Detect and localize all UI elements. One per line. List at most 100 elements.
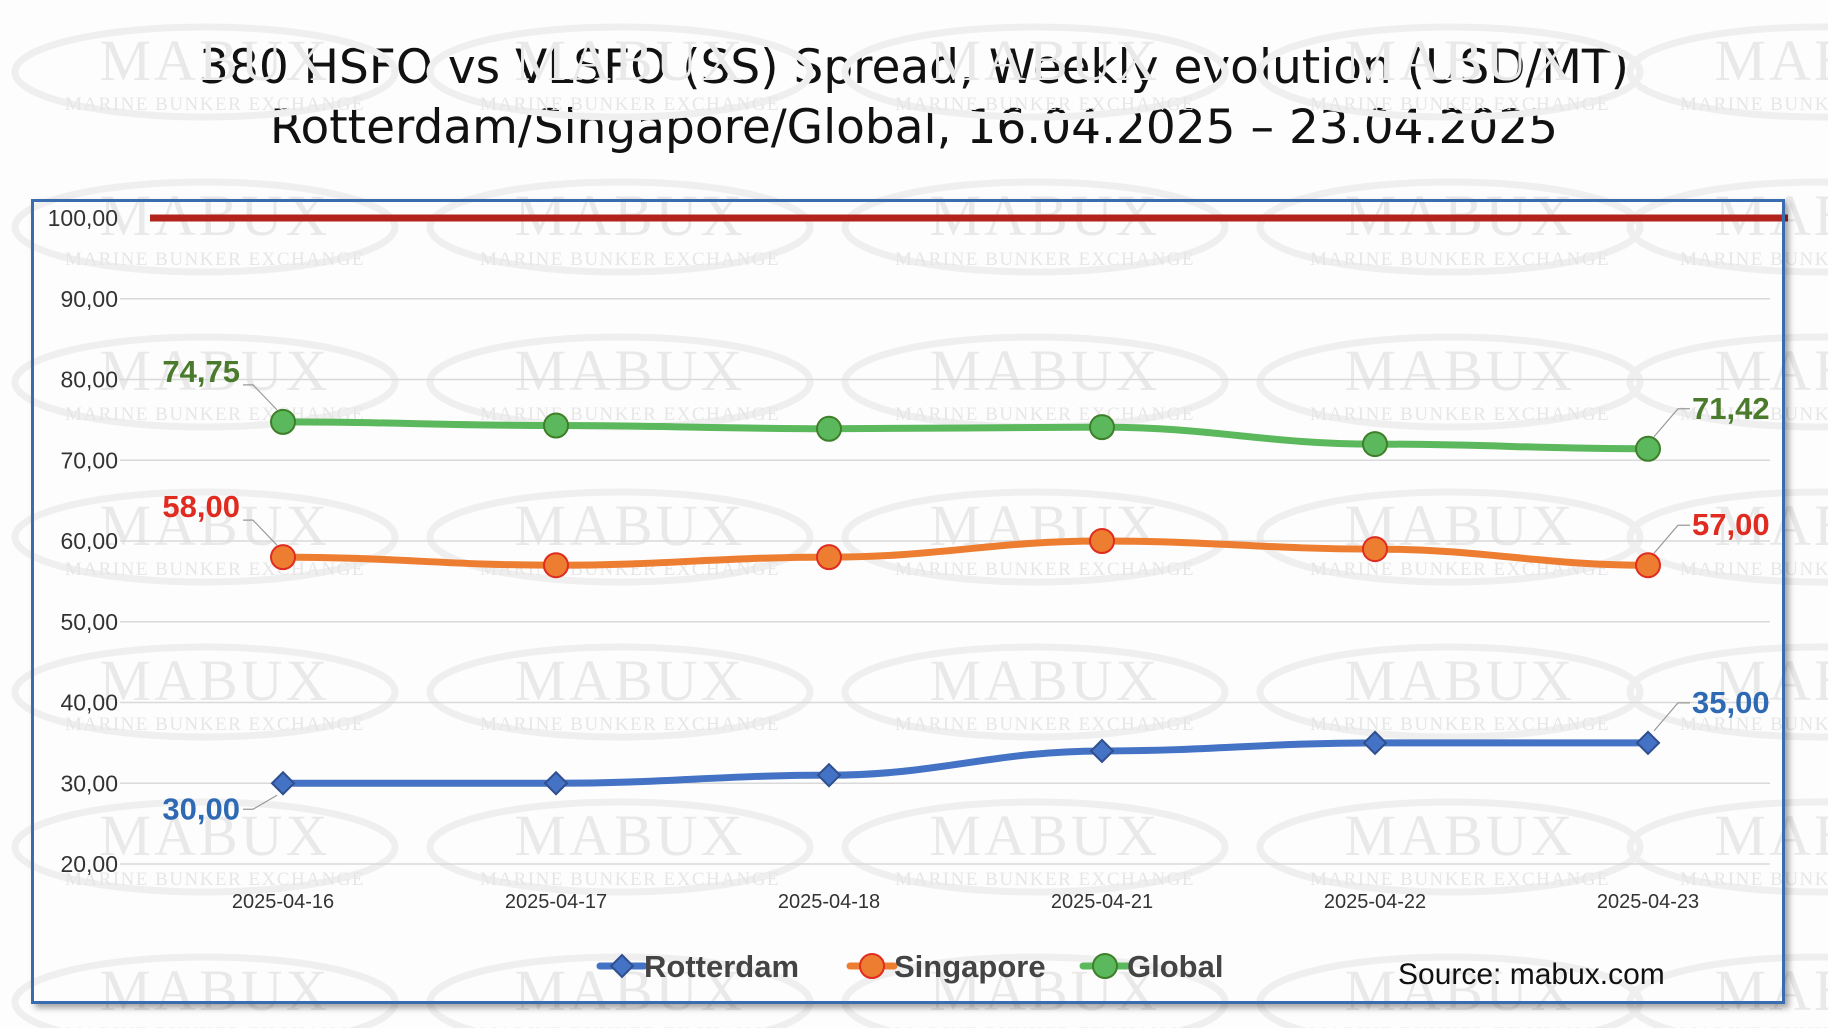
watermark-swoosh <box>11 643 399 741</box>
watermark-tagline: MARINE BUNKER EXCHANGE <box>65 1024 365 1028</box>
watermark-tagline: MARINE BUNKER EXCHANGE <box>1680 94 1828 115</box>
watermark-tagline: MARINE BUNKER EXCHANGE <box>1680 714 1828 735</box>
watermark-logo-text: MABUX <box>1715 958 1828 1023</box>
y-tick-label: 50,00 <box>60 609 118 635</box>
watermark-swoosh <box>426 178 814 276</box>
watermark-tagline: MARINE BUNKER EXCHANGE <box>1310 869 1610 890</box>
watermark-tagline: MARINE BUNKER EXCHANGE <box>1310 249 1610 270</box>
watermark-swoosh <box>1256 798 1644 896</box>
watermark-tagline: MARINE BUNKER EXCHANGE <box>1680 869 1828 890</box>
watermark-tagline: MARINE BUNKER EXCHANGE <box>1310 714 1610 735</box>
watermark-tagline: MARINE BUNKER EXCHANGE <box>895 869 1195 890</box>
watermark-logo-text: MABUX <box>1345 338 1576 403</box>
y-tick-label: 70,00 <box>60 447 118 473</box>
rotterdam-first-label-leader <box>243 794 278 810</box>
watermark-logo-text: MABUX <box>515 493 746 558</box>
watermark-swoosh <box>1256 23 1644 121</box>
source-note: Source: mabux.com <box>1398 958 1665 991</box>
singapore-first-label-leader <box>243 519 278 546</box>
singapore-point <box>543 552 569 579</box>
watermark-logo-text: MABUX <box>100 958 331 1023</box>
watermark-logo-text: MABUX <box>515 803 746 868</box>
global-point <box>270 408 296 435</box>
watermark-swoosh <box>1256 178 1644 276</box>
watermark-logo-text: MABUX <box>1715 493 1828 558</box>
watermark-swoosh <box>841 798 1229 896</box>
y-axis-ticks: 20,00 30,00 40,00 50,00 60,00 70,00 80,00 90,00… <box>48 205 118 877</box>
watermark-tagline: MARINE BUNKER EXCHANGE <box>895 1024 1195 1028</box>
global-line <box>279 418 1652 453</box>
watermark-tagline: MARINE BUNKER EXCHANGE <box>1680 404 1828 425</box>
singapore-point <box>1635 552 1661 579</box>
y-tick-label: 30,00 <box>60 770 118 796</box>
watermark-swoosh <box>1626 643 1828 741</box>
rotterdam-last-label-leader <box>1653 702 1690 732</box>
legend-global-marker <box>1092 953 1118 979</box>
watermark-tagline: MARINE BUNKER EXCHANGE <box>480 869 780 890</box>
watermark-logo-text: MABUX <box>1715 338 1828 403</box>
singapore-point <box>1362 536 1388 563</box>
global-point <box>543 412 569 439</box>
legend-singapore-label: Singapore <box>894 949 1046 984</box>
watermark-tagline: MARINE BUNKER EXCHANGE <box>895 559 1195 580</box>
y-tick-label: 60,00 <box>60 528 118 554</box>
watermark-swoosh <box>1626 333 1828 431</box>
data-labels: 30,00 35,00 58,00 57,00 74,75 71,42 <box>162 354 1769 826</box>
y-tick-label: 20,00 <box>60 851 118 877</box>
y-tick-label: 90,00 <box>60 286 118 312</box>
singapore-first-data-label: 58,00 <box>162 489 240 524</box>
watermark-swoosh <box>841 488 1229 586</box>
watermark-tagline: MARINE BUNKER EXCHANGE <box>480 1024 780 1028</box>
watermark-tagline: MARINE BUNKER EXCHANGE <box>1680 559 1828 580</box>
global-point <box>1362 431 1388 458</box>
watermark-swoosh <box>11 798 399 896</box>
watermark-tagline: MARINE BUNKER EXCHANGE <box>895 714 1195 735</box>
watermark-swoosh <box>1626 798 1828 896</box>
rotterdam-point <box>543 770 569 796</box>
global-last-data-label: 71,42 <box>1692 391 1770 426</box>
watermark-swoosh <box>1256 488 1644 586</box>
watermark-logo-text: MABUX <box>1715 28 1828 93</box>
watermark-tagline: MARINE BUNKER EXCHANGE <box>65 249 365 270</box>
watermark-logo-text: MABUX <box>1345 803 1576 868</box>
watermark-swoosh <box>426 488 814 586</box>
watermark-swoosh <box>426 798 814 896</box>
watermark-tagline: MARINE BUNKER EXCHANGE <box>1310 1024 1610 1028</box>
watermark-swoosh <box>426 23 814 121</box>
watermark-tagline: MARINE BUNKER EXCHANGE <box>65 94 365 115</box>
x-tick-label: 2025-04-18 <box>778 891 880 913</box>
watermark-logo-text: MABUX <box>100 28 331 93</box>
watermark-swoosh <box>426 643 814 741</box>
watermark-logo-text: MABUX <box>515 28 746 93</box>
watermark-swoosh <box>841 178 1229 276</box>
watermark-tagline: MARINE BUNKER EXCHANGE <box>480 714 780 735</box>
rotterdam-point <box>816 762 842 788</box>
plot-frame <box>31 199 1785 1004</box>
watermark-tagline: MARINE BUNKER EXCHANGE <box>1310 94 1610 115</box>
series-layer <box>270 408 1661 796</box>
y-tick-label: 80,00 <box>60 367 118 393</box>
legend-rotterdam-marker <box>609 953 635 979</box>
watermark-tagline: MARINE BUNKER EXCHANGE <box>895 249 1195 270</box>
watermark-swoosh <box>11 333 399 431</box>
watermark-tagline: MARINE BUNKER EXCHANGE <box>895 94 1195 115</box>
legend-singapore-marker <box>859 953 885 979</box>
watermark-logo-text: MABUX <box>100 338 331 403</box>
watermark-logo-text: MABUX <box>1715 803 1828 868</box>
legend: Rotterdam Singapore Global <box>596 949 1223 984</box>
rotterdam-last-data-label: 35,00 <box>1692 685 1770 720</box>
watermark-tagline: MARINE BUNKER EXCHANGE <box>1680 1024 1828 1028</box>
singapore-point <box>1089 528 1115 554</box>
singapore-line <box>279 537 1652 569</box>
singapore-last-label-leader <box>1653 524 1690 554</box>
y-tick-label: 100,00 <box>48 205 118 231</box>
global-last-label-leader <box>1653 408 1690 438</box>
singapore-point <box>816 544 842 571</box>
watermark-logo-text: MABUX <box>515 338 746 403</box>
rotterdam-point <box>1362 730 1388 756</box>
watermark-logo-text: MABUX <box>930 803 1161 868</box>
watermark-logo-text: MABUX <box>1345 958 1576 1023</box>
x-tick-label: 2025-04-23 <box>1597 891 1699 913</box>
